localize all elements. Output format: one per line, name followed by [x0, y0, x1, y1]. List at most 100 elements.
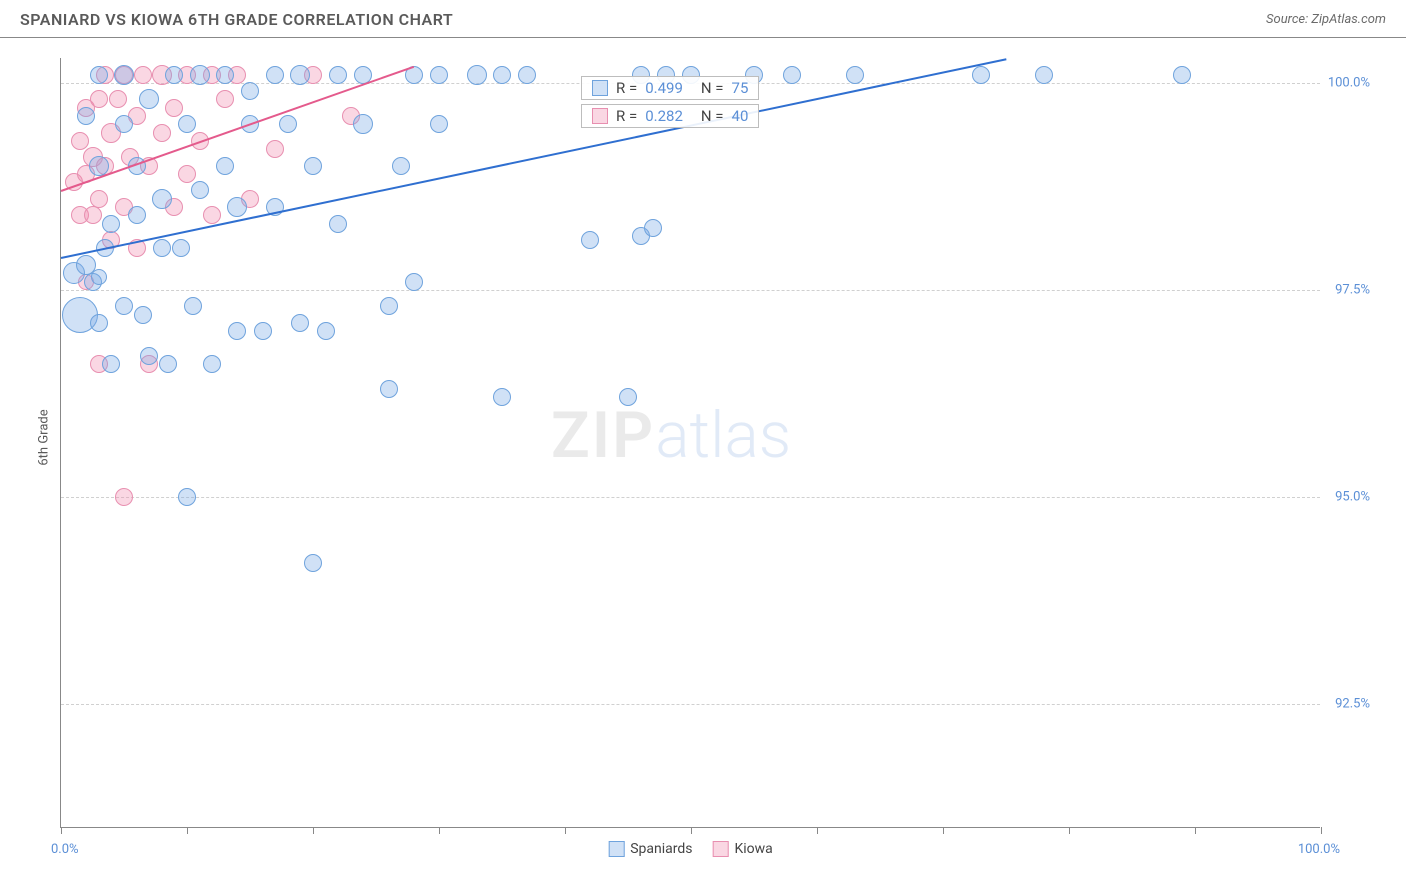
scatter-point-spaniards	[266, 66, 284, 84]
scatter-point-spaniards	[254, 322, 272, 340]
scatter-point-spaniards	[290, 65, 310, 85]
scatter-point-spaniards	[644, 219, 662, 237]
watermark: ZIPatlas	[551, 398, 791, 473]
y-axis-label: 6th Grade	[37, 409, 52, 465]
scatter-point-spaniards	[279, 115, 297, 133]
y-tick-label: 92.5%	[1326, 696, 1370, 711]
legend-item-spaniards: Spaniards	[608, 841, 692, 857]
scatter-point-spaniards	[846, 66, 864, 84]
x-tick	[439, 827, 440, 834]
scatter-point-spaniards	[304, 554, 322, 572]
r-label: R =	[616, 79, 637, 97]
scatter-point-spaniards	[430, 66, 448, 84]
scatter-point-spaniards	[353, 114, 373, 134]
scatter-point-spaniards	[139, 89, 159, 109]
chart-area: ZIPatlas 0.0% 100.0% SpaniardsKiowa 92.5…	[60, 48, 1360, 818]
x-tick	[817, 827, 818, 834]
trend-line-spaniards	[61, 58, 1006, 259]
n-value: 75	[732, 79, 749, 97]
scatter-point-kiowa	[71, 132, 89, 150]
scatter-point-kiowa	[153, 124, 171, 142]
x-axis-min-label: 0.0%	[51, 842, 79, 857]
watermark-atlas: atlas	[655, 398, 791, 473]
scatter-point-kiowa	[178, 165, 196, 183]
scatter-point-spaniards	[172, 239, 190, 257]
scatter-point-kiowa	[165, 99, 183, 117]
chart-header: SPANIARD VS KIOWA 6TH GRADE CORRELATION …	[0, 0, 1406, 38]
chart-title: SPANIARD VS KIOWA 6TH GRADE CORRELATION …	[20, 10, 453, 29]
legend-item-kiowa: Kiowa	[712, 841, 772, 857]
x-tick	[943, 827, 944, 834]
bottom-legend: Spaniards Kiowa	[608, 841, 773, 857]
x-tick	[1195, 827, 1196, 834]
scatter-point-spaniards	[291, 314, 309, 332]
scatter-point-spaniards	[90, 66, 108, 84]
scatter-point-spaniards	[216, 66, 234, 84]
legend-swatch-spaniards	[608, 841, 624, 857]
scatter-point-spaniards	[619, 388, 637, 406]
scatter-point-kiowa	[266, 140, 284, 158]
legend-label: Kiowa	[734, 841, 772, 857]
scatter-point-spaniards	[114, 65, 134, 85]
legend-label: Spaniards	[630, 841, 692, 857]
r-value: 0.282	[645, 107, 683, 125]
swatch-kiowa	[592, 108, 608, 124]
scatter-point-spaniards	[329, 66, 347, 84]
scatter-point-spaniards	[1035, 66, 1053, 84]
swatch-spaniards	[592, 80, 608, 96]
n-label: N =	[701, 107, 724, 125]
scatter-point-kiowa	[115, 488, 133, 506]
scatter-point-spaniards	[392, 157, 410, 175]
x-tick	[691, 827, 692, 834]
scatter-point-spaniards	[190, 65, 210, 85]
scatter-point-kiowa	[90, 190, 108, 208]
source-label: Source: ZipAtlas.com	[1266, 12, 1386, 27]
x-axis-max-label: 100.0%	[1298, 842, 1340, 857]
scatter-point-spaniards	[329, 215, 347, 233]
grid-line	[61, 497, 1320, 498]
scatter-point-spaniards	[128, 206, 146, 224]
plot-region: ZIPatlas 0.0% 100.0% SpaniardsKiowa 92.5…	[60, 58, 1320, 828]
scatter-point-spaniards	[102, 215, 120, 233]
scatter-point-spaniards	[134, 306, 152, 324]
y-tick-label: 100.0%	[1326, 75, 1370, 90]
scatter-point-spaniards	[91, 269, 107, 285]
scatter-point-spaniards	[152, 189, 172, 209]
scatter-point-spaniards	[493, 388, 511, 406]
scatter-point-kiowa	[90, 90, 108, 108]
y-tick-label: 97.5%	[1326, 282, 1370, 297]
scatter-point-spaniards	[467, 65, 487, 85]
scatter-point-spaniards	[581, 231, 599, 249]
scatter-point-spaniards	[1173, 66, 1191, 84]
scatter-point-spaniards	[241, 82, 259, 100]
scatter-point-spaniards	[405, 273, 423, 291]
scatter-point-spaniards	[178, 488, 196, 506]
scatter-point-spaniards	[184, 297, 202, 315]
scatter-point-spaniards	[216, 157, 234, 175]
r-label: R =	[616, 107, 637, 125]
scatter-point-spaniards	[159, 355, 177, 373]
scatter-point-spaniards	[430, 115, 448, 133]
scatter-point-spaniards	[518, 66, 536, 84]
scatter-point-kiowa	[134, 66, 152, 84]
scatter-point-spaniards	[191, 181, 209, 199]
scatter-point-spaniards	[380, 297, 398, 315]
r-value: 0.499	[645, 79, 683, 97]
scatter-point-spaniards	[783, 66, 801, 84]
scatter-point-spaniards	[90, 314, 108, 332]
scatter-point-spaniards	[115, 115, 133, 133]
scatter-point-spaniards	[140, 347, 158, 365]
legend-swatch-kiowa	[712, 841, 728, 857]
grid-line	[61, 290, 1320, 291]
scatter-point-kiowa	[109, 90, 127, 108]
scatter-point-spaniards	[115, 297, 133, 315]
x-tick	[1321, 827, 1322, 834]
scatter-point-spaniards	[380, 380, 398, 398]
scatter-point-spaniards	[178, 115, 196, 133]
n-label: N =	[701, 79, 724, 97]
scatter-point-spaniards	[165, 66, 183, 84]
x-tick	[313, 827, 314, 834]
scatter-point-spaniards	[317, 322, 335, 340]
scatter-point-spaniards	[228, 322, 246, 340]
scatter-point-spaniards	[972, 66, 990, 84]
